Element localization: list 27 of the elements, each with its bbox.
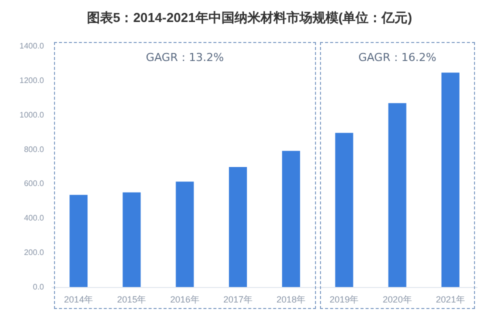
- bar: [70, 194, 88, 287]
- y-tick-label: 0.0: [32, 282, 45, 292]
- y-tick-label: 1400.0: [20, 42, 45, 50]
- x-tick-label: 2018年: [276, 294, 306, 304]
- x-tick-label: 2021年: [436, 294, 465, 304]
- annotation: GAGR：13.2%: [146, 50, 224, 65]
- bar: [441, 72, 460, 287]
- y-tick-label: 600.0: [24, 179, 45, 188]
- y-tick-label: 800.0: [24, 144, 45, 154]
- bar: [335, 132, 354, 287]
- y-tick-label: 200.0: [24, 248, 45, 258]
- bar: [388, 103, 406, 287]
- x-tick-label: 2020年: [382, 294, 412, 304]
- bar: [282, 150, 300, 287]
- x-tick-label: 2014年: [64, 294, 94, 304]
- y-tick-label: 1000.0: [20, 110, 45, 120]
- x-tick-label: 2017年: [223, 294, 252, 304]
- annotation: GAGR：16.2%: [358, 50, 436, 65]
- x-tick-label: 2015年: [117, 294, 146, 304]
- y-tick-label: 400.0: [24, 214, 45, 223]
- bar: [176, 182, 194, 287]
- chart-title: 图表5：2014-2021年中国纳米材料市场规模(单位：亿元): [86, 10, 412, 25]
- x-tick-label: 2019年: [330, 294, 359, 304]
- bar: [122, 192, 141, 287]
- y-tick-label: 1200.0: [20, 76, 45, 85]
- bar: [228, 167, 247, 287]
- x-tick-label: 2016年: [170, 294, 200, 304]
